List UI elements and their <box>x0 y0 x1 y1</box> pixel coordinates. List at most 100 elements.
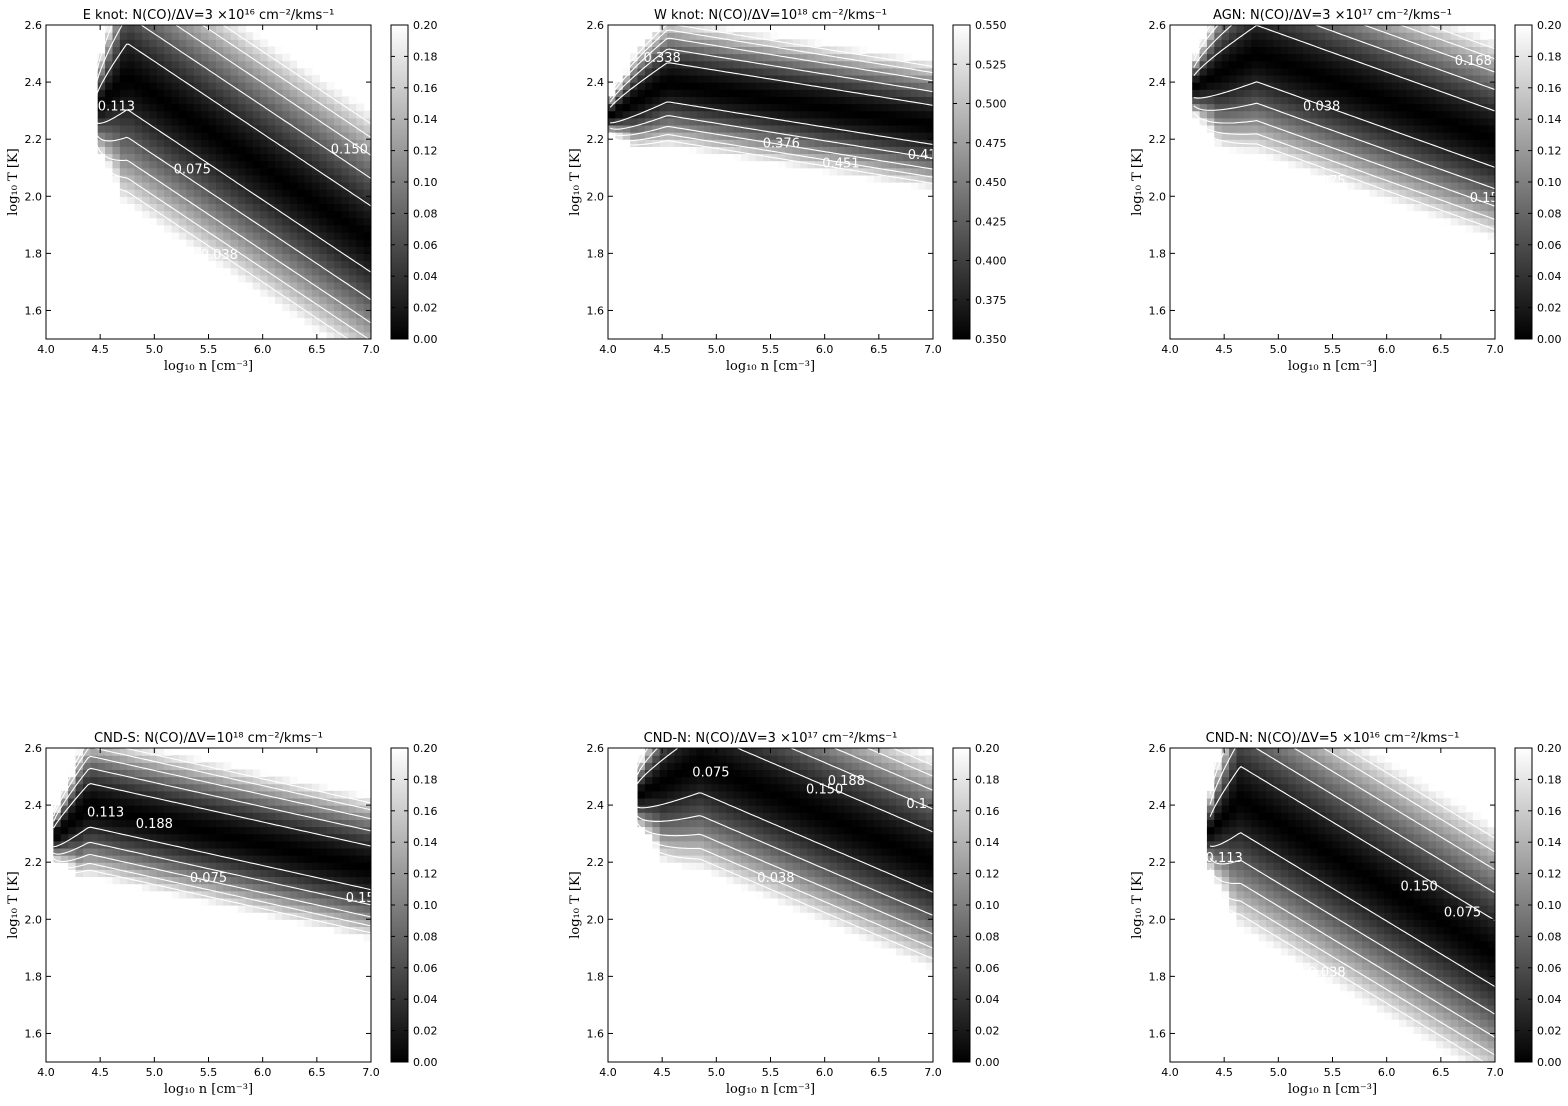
heatmap-cell <box>1317 89 1326 97</box>
heatmap-cell <box>215 96 224 105</box>
heatmap-cell <box>925 160 933 169</box>
heatmap-cell <box>733 117 742 126</box>
heatmap-cell <box>348 210 357 219</box>
heatmap-cell <box>334 919 343 928</box>
heatmap-cell <box>888 805 897 813</box>
heatmap-cell <box>859 60 868 69</box>
heatmap-cell <box>1413 53 1422 62</box>
heatmap-cell <box>1288 25 1297 33</box>
heatmap-cell <box>785 769 794 778</box>
heatmap-cell <box>800 890 809 899</box>
heatmap-cell <box>112 855 121 863</box>
heatmap-cell <box>319 855 328 863</box>
heatmap-cell <box>289 303 298 312</box>
heatmap-cell <box>311 160 320 169</box>
heatmap-cell <box>1435 203 1444 212</box>
heatmap-cell <box>1221 89 1230 97</box>
heatmap-cell <box>201 217 210 226</box>
heatmap-cell <box>245 819 254 828</box>
heatmap-cell <box>836 82 845 90</box>
heatmap-cell <box>711 755 720 763</box>
heatmap-cell <box>785 124 794 133</box>
chart-title: CND-N: N(CO)/ΔV=3 ×10¹⁷ cm⁻²/kms⁻¹ <box>644 731 898 746</box>
heatmap-cell <box>1251 53 1260 62</box>
heatmap-cell <box>326 153 335 162</box>
heatmap-cell <box>836 146 845 155</box>
heatmap-cell <box>822 124 831 133</box>
heatmap-cell <box>910 174 919 183</box>
heatmap-cell <box>925 755 933 763</box>
heatmap-cell <box>777 769 786 778</box>
heatmap-cell <box>341 812 350 820</box>
heatmap-cell <box>748 110 757 119</box>
heatmap-cell <box>97 60 106 69</box>
heatmap-cell <box>356 876 365 885</box>
heatmap-cell <box>319 103 328 112</box>
contour-label: 0.075 <box>174 162 211 177</box>
heatmap-cell <box>1280 153 1289 162</box>
heatmap-cell <box>859 67 868 76</box>
heatmap-cell <box>319 862 328 870</box>
heatmap-cell <box>1258 82 1267 90</box>
heatmap-cell <box>289 876 298 885</box>
heatmap-cell <box>252 167 261 176</box>
heatmap-cell <box>1458 25 1467 33</box>
colorbar-tick-label: 0.450 <box>975 176 1007 189</box>
heatmap-cell <box>119 869 128 878</box>
heatmap-cell <box>644 96 653 105</box>
heatmap-cell <box>311 855 320 863</box>
heatmap-cell <box>156 96 165 105</box>
heatmap-cell <box>822 797 831 806</box>
heatmap-cell <box>134 776 143 785</box>
heatmap-cell <box>215 819 224 828</box>
heatmap-cell <box>90 855 99 863</box>
heatmap-cell <box>1206 790 1215 799</box>
heatmap-cell <box>1236 117 1245 126</box>
heatmap-cell <box>689 826 698 835</box>
contour-line <box>636 822 933 935</box>
heatmap-cell <box>341 239 350 247</box>
heatmap-cell <box>1435 39 1444 48</box>
heatmap-cell <box>274 883 283 892</box>
heatmap-cell <box>1206 833 1215 842</box>
heatmap-cell <box>201 46 210 55</box>
heatmap-cell <box>1288 117 1297 126</box>
heatmap-cell <box>873 769 882 778</box>
heatmap-cell <box>186 231 195 240</box>
heatmap-cell <box>252 174 261 183</box>
x-tick-label: 6.5 <box>870 1066 888 1079</box>
heatmap-cell <box>304 231 313 240</box>
heatmap-cell <box>304 253 313 262</box>
heatmap-cell <box>792 160 801 169</box>
heatmap-cell <box>881 67 890 76</box>
heatmap-cell <box>844 840 853 849</box>
heatmap-cell <box>311 805 320 813</box>
heatmap-cell <box>1206 819 1215 828</box>
heatmap-cell <box>859 912 868 920</box>
heatmap-cell <box>304 139 313 147</box>
contour-line <box>96 109 371 273</box>
heatmap-cell <box>1421 182 1430 190</box>
heatmap-cell <box>319 919 328 928</box>
heatmap-cell <box>1465 139 1474 147</box>
heatmap-cell <box>748 819 757 828</box>
heatmap-cell <box>800 67 809 76</box>
heatmap-cell <box>925 847 933 856</box>
heatmap-cell <box>311 912 320 920</box>
heatmap-cell <box>193 53 202 62</box>
contour-line <box>53 864 371 934</box>
heatmap-cell <box>230 46 239 55</box>
heatmap-cell <box>127 748 136 756</box>
heatmap-cell <box>223 217 232 226</box>
heatmap-cell <box>1251 139 1260 147</box>
heatmap-cell <box>918 790 927 799</box>
heatmap-cell <box>223 224 232 233</box>
heatmap-cell <box>733 869 742 878</box>
heatmap-cell <box>1310 117 1319 126</box>
heatmap-cell <box>326 331 335 339</box>
heatmap-cell <box>1443 153 1452 162</box>
heatmap-cell <box>1258 96 1267 105</box>
heatmap-cell <box>792 67 801 76</box>
heatmap-cell <box>800 805 809 813</box>
heatmap-cell <box>208 139 217 147</box>
